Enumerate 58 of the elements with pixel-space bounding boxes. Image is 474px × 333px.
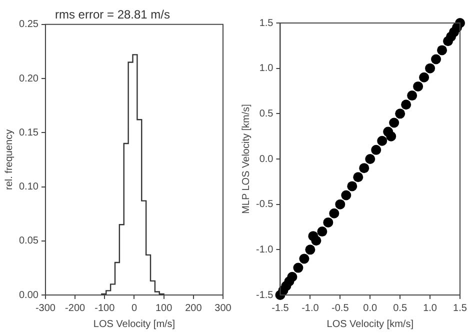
chart-title: rms error = 28.81 m/s [54, 8, 170, 22]
y-tick-label: 0.0 [259, 154, 274, 165]
y-axis-title: rel. frequency [4, 129, 15, 190]
point [287, 272, 298, 282]
point [389, 118, 400, 128]
point [329, 208, 340, 218]
y-tick-label: 1.5 [259, 18, 274, 29]
y-tick-label: 0.10 [18, 182, 39, 193]
y-tick-label: 0.25 [18, 19, 39, 30]
x-axis-title: LOS Velocity [m/s] [93, 318, 176, 330]
point [395, 108, 406, 119]
x-tick-label: 200 [185, 302, 202, 314]
point [353, 172, 364, 182]
point [371, 144, 382, 155]
point [407, 90, 418, 101]
point [419, 72, 430, 82]
x-tick-label: 1.5 [453, 302, 468, 314]
x-tick-label: -200 [65, 302, 86, 314]
x-tick-label: -300 [35, 302, 56, 314]
point [425, 63, 436, 74]
y-tick-label: 1.0 [259, 63, 274, 74]
x-axis-title: LOS Velocity [km/s] [326, 318, 414, 330]
point [386, 131, 396, 142]
y-tick-label: 0.5 [259, 108, 274, 120]
point [341, 190, 352, 200]
point [347, 181, 358, 192]
point [413, 81, 424, 92]
x-tick-label: 0.0 [363, 302, 378, 314]
x-tick-label: 300 [214, 302, 232, 314]
point [377, 136, 388, 146]
point [305, 244, 316, 255]
x-tick-label: -100 [94, 302, 116, 314]
point [431, 54, 442, 64]
point [359, 163, 370, 174]
y-axis-title: MLP LOS Velocity [km/s] [240, 104, 252, 214]
y-tick-label: -1.0 [256, 244, 274, 256]
x-tick-label: 0.5 [393, 302, 408, 314]
y-tick-label: 0.05 [18, 236, 39, 247]
x-tick-label: -1.5 [272, 302, 290, 314]
point [293, 262, 304, 273]
y-tick-label: 0.15 [18, 127, 39, 138]
point [323, 217, 334, 228]
point [317, 226, 328, 237]
point [437, 45, 448, 56]
point [365, 154, 376, 164]
y-tick-label: 0.00 [18, 290, 39, 301]
x-tick-label: -0.5 [332, 302, 350, 314]
x-tick-label: -1.0 [302, 302, 320, 314]
point [335, 199, 346, 210]
y-tick-label: -1.5 [256, 290, 274, 301]
point [401, 100, 412, 110]
x-tick-label: 1.0 [423, 302, 438, 314]
x-tick-label: 0 [131, 302, 138, 314]
y-tick-label: 0.20 [18, 73, 39, 84]
point [299, 254, 310, 264]
x-tick-label: 100 [155, 302, 173, 314]
point [308, 231, 318, 242]
y-tick-label: -0.5 [256, 199, 274, 210]
